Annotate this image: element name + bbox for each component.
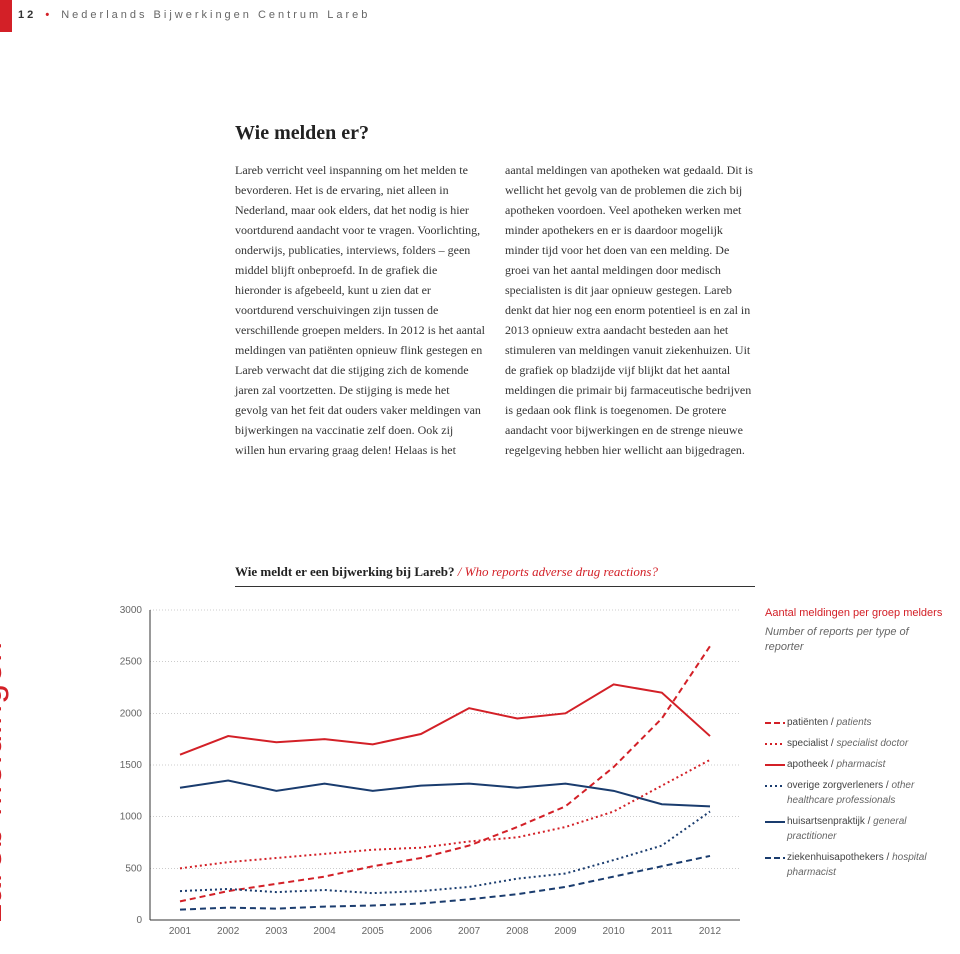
svg-text:0: 0	[136, 915, 142, 926]
legend-swatch-icon	[765, 814, 787, 825]
line-chart: 0 500 1000 1500 2000 2500 3000 2001 2002 2003 2004…	[110, 600, 750, 940]
svg-text:2006: 2006	[410, 926, 433, 937]
svg-text:2005: 2005	[362, 926, 385, 937]
svg-text:2008: 2008	[506, 926, 529, 937]
chart-heading: Wie meldt er een bijwerking bij Lareb? /…	[235, 564, 755, 587]
legend-label: huisartsenpraktijk / general practitione…	[787, 814, 945, 844]
side-label: Lareb meldingen	[0, 641, 10, 924]
svg-text:2004: 2004	[313, 926, 336, 937]
svg-text:500: 500	[125, 863, 142, 874]
legend-item: huisartsenpraktijk / general practitione…	[765, 814, 945, 844]
svg-text:2001: 2001	[169, 926, 192, 937]
svg-text:2009: 2009	[554, 926, 577, 937]
chart-heading-en: / Who reports adverse drug reactions?	[458, 564, 658, 579]
svg-text:3000: 3000	[120, 605, 143, 616]
legend-title-nl: Aantal meldingen per groep melders	[765, 606, 945, 621]
svg-text:2007: 2007	[458, 926, 481, 937]
chart-heading-nl: Wie meldt er een bijwerking bij Lareb?	[235, 564, 455, 579]
legend-label: apotheek / pharmacist	[787, 757, 885, 772]
page-header: 12 • Nederlands Bijwerkingen Centrum Lar…	[18, 9, 370, 21]
legend-label: patiënten / patients	[787, 715, 872, 730]
page-number: 12	[18, 9, 36, 21]
legend-swatch-icon	[765, 736, 787, 747]
svg-text:2003: 2003	[265, 926, 288, 937]
legend-item: apotheek / pharmacist	[765, 757, 945, 772]
accent-bar	[0, 0, 12, 32]
svg-text:1500: 1500	[120, 760, 143, 771]
svg-text:1000: 1000	[120, 812, 143, 823]
legend-swatch-icon	[765, 778, 787, 789]
legend-title-en: Number of reports per type of reporter	[765, 625, 945, 655]
svg-text:2010: 2010	[603, 926, 626, 937]
header-dot-icon: •	[45, 9, 52, 21]
org-name: Nederlands Bijwerkingen Centrum Lareb	[61, 9, 370, 21]
legend-label: specialist / specialist doctor	[787, 736, 908, 751]
legend-swatch-icon	[765, 850, 787, 861]
legend-item: specialist / specialist doctor	[765, 736, 945, 751]
legend-swatch-icon	[765, 757, 787, 768]
legend-label: overige zorgverleners / other healthcare…	[787, 778, 945, 808]
svg-text:2011: 2011	[651, 926, 673, 937]
svg-text:2002: 2002	[217, 926, 240, 937]
legend-label: ziekenhuisapothekers / hospital pharmaci…	[787, 850, 945, 880]
svg-text:2012: 2012	[699, 926, 722, 937]
legend-swatch-icon	[765, 715, 787, 726]
legend-item: patiënten / patients	[765, 715, 945, 730]
body-text: Lareb verricht veel inspanning om het me…	[235, 160, 755, 460]
svg-text:2000: 2000	[120, 708, 143, 719]
page-title: Wie melden er?	[235, 122, 369, 145]
svg-text:2500: 2500	[120, 657, 143, 668]
legend-item: overige zorgverleners / other healthcare…	[765, 778, 945, 808]
chart-legend: Aantal meldingen per groep melders Numbe…	[765, 606, 945, 886]
legend-item: ziekenhuisapothekers / hospital pharmaci…	[765, 850, 945, 880]
